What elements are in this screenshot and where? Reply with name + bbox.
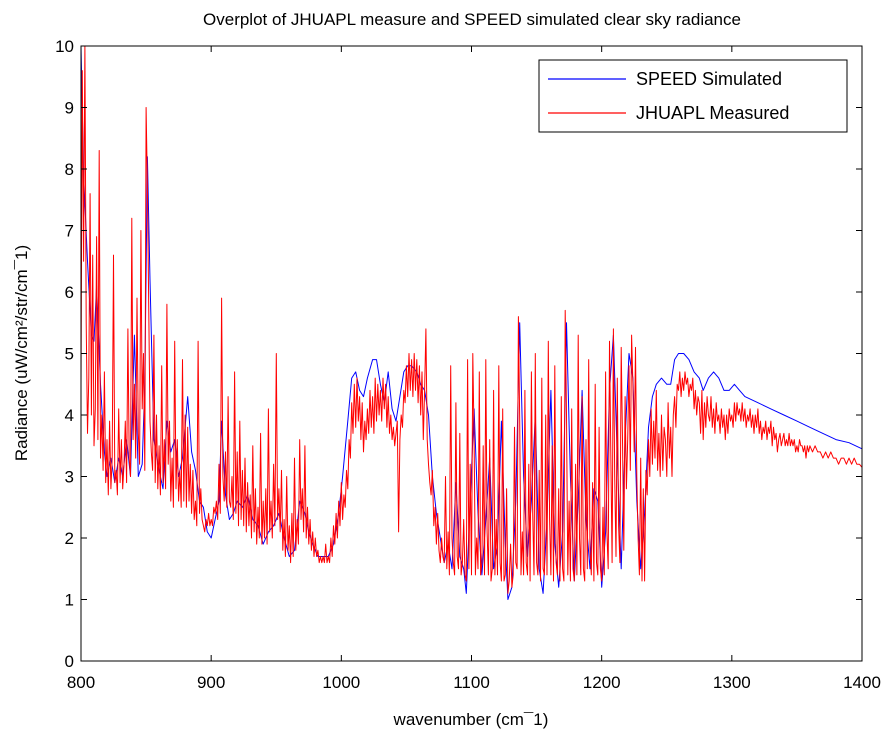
y-tick-label: 2: [65, 529, 74, 548]
y-tick-label: 9: [65, 99, 74, 118]
y-tick-label: 3: [65, 468, 74, 487]
legend-label-jhuapl-measured: JHUAPL Measured: [636, 103, 789, 123]
y-axis-label: Radiance (uW/cm²/str/cm¯1): [12, 245, 31, 461]
x-axis: 800 900 1000 1100 1200 1300 1400: [67, 46, 881, 692]
y-tick-label: 6: [65, 283, 74, 302]
legend-box: [538, 59, 848, 133]
legend: SPEED Simulated JHUAPL Measured: [538, 59, 848, 133]
y-tick-label: 4: [65, 406, 74, 425]
y-tick-label: 0: [65, 652, 74, 671]
y-tick-label: 7: [65, 222, 74, 241]
x-tick-label: 1100: [453, 673, 490, 692]
chart-title: Overplot of JHUAPL measure and SPEED sim…: [203, 10, 741, 29]
x-tick-label: 1200: [583, 673, 621, 692]
y-tick-label: 1: [65, 591, 74, 610]
y-tick-label: 10: [55, 37, 74, 56]
x-tick-label: 900: [197, 673, 225, 692]
y-axis: 0 1 2 3 4 5 6 7 8 9 10: [55, 37, 862, 671]
series-line-jhuapl-measured: [80, 45, 863, 594]
plot-area: [80, 45, 863, 662]
x-tick-label: 800: [67, 673, 95, 692]
y-tick-label: 8: [65, 160, 74, 179]
x-tick-label: 1000: [322, 673, 360, 692]
legend-label-speed-simulated: SPEED Simulated: [636, 69, 782, 89]
x-axis-label: wavenumber (cm¯1): [393, 710, 549, 729]
series-layer: [80, 45, 863, 600]
x-tick-label: 1400: [843, 673, 881, 692]
x-tick-label: 1300: [713, 673, 751, 692]
y-tick-label: 5: [65, 345, 74, 364]
